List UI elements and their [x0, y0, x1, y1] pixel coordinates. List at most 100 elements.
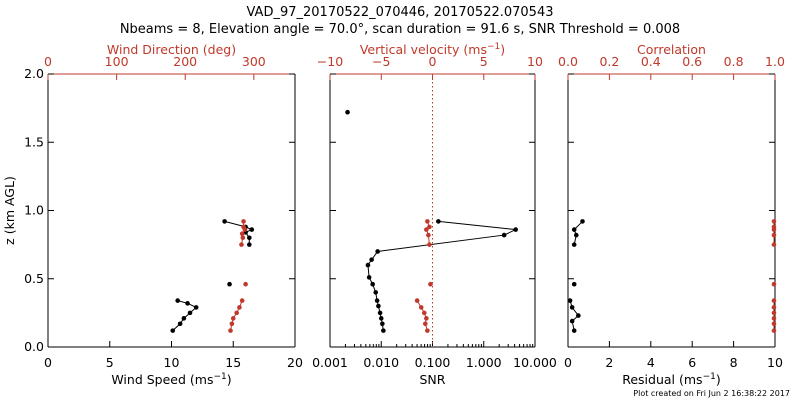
- data-point: [239, 298, 245, 303]
- data-point: [423, 321, 428, 327]
- data-point: [378, 316, 384, 321]
- data-point: [771, 310, 777, 316]
- data-point: [422, 310, 427, 316]
- series-3: [239, 219, 248, 247]
- data-point: [365, 262, 371, 268]
- x-axis-title: Wind Speed (ms−1): [111, 372, 231, 387]
- x-tick-label: 10: [164, 355, 180, 370]
- series-5: [228, 298, 245, 333]
- top-tick-label: −5: [372, 54, 390, 69]
- x-tick-label: 10: [767, 355, 783, 370]
- series-line: [416, 300, 428, 331]
- x-tick-label: 0.100: [415, 355, 451, 370]
- x-tick-label: 0.001: [312, 355, 348, 370]
- series-4: [414, 298, 430, 333]
- data-point: [571, 281, 577, 287]
- data-point: [375, 249, 380, 254]
- series-line: [573, 221, 583, 245]
- series-line: [172, 300, 198, 331]
- data-point: [239, 242, 244, 247]
- data-point: [424, 227, 429, 232]
- x-tick-label: 8: [730, 355, 738, 370]
- data-point: [193, 305, 199, 310]
- series-1: [365, 219, 518, 333]
- data-point: [428, 281, 433, 287]
- data-point: [370, 281, 375, 287]
- data-point: [569, 305, 575, 310]
- data-point: [247, 235, 252, 241]
- data-point: [239, 231, 245, 237]
- data-point: [376, 303, 381, 309]
- x-axis-title: SNR: [420, 372, 446, 387]
- data-point: [414, 298, 420, 303]
- top-tick-label: 300: [242, 54, 266, 69]
- data-point: [771, 305, 777, 310]
- data-point: [380, 321, 385, 327]
- panel-speed-direction: 0.0 0.5 1.0 1.5 2.0 z (km AGL) 0 5 10 15 20 Wind Sp…: [2, 42, 303, 387]
- data-point: [567, 298, 573, 303]
- top-axis-title: Wind Direction (deg): [107, 42, 236, 57]
- data-point: [177, 321, 183, 327]
- series-1: [571, 281, 577, 287]
- data-point: [237, 305, 242, 310]
- data-point: [418, 305, 424, 310]
- top-tick-label: 1.0: [765, 54, 785, 69]
- x-tick-label: 5: [106, 355, 114, 370]
- series-4: [243, 281, 248, 287]
- data-point: [227, 281, 232, 287]
- data-point: [513, 227, 518, 232]
- series-0: [222, 219, 255, 247]
- data-point: [374, 298, 380, 303]
- data-point: [580, 219, 585, 224]
- top-axis-title: Vertical velocity (ms−1): [360, 42, 505, 57]
- data-point: [426, 232, 431, 238]
- data-point: [222, 219, 227, 224]
- data-point: [571, 328, 577, 333]
- data-point: [241, 219, 246, 224]
- x-tick-label: 10.000: [513, 355, 557, 370]
- data-point: [501, 232, 507, 238]
- series-0: [345, 109, 350, 115]
- y-tick-label: 0.5: [24, 271, 44, 286]
- data-point: [771, 227, 777, 232]
- x-tick-label: 6: [688, 355, 696, 370]
- series-0: [571, 219, 585, 247]
- x-tick-label: 0: [564, 355, 572, 370]
- data-point: [243, 281, 248, 287]
- data-point: [771, 219, 777, 224]
- data-point: [571, 227, 577, 232]
- top-tick-label: 0: [44, 54, 52, 69]
- data-point: [573, 232, 579, 238]
- y-axis-title: z (km AGL): [2, 176, 17, 245]
- y-tick-label: 0.0: [24, 339, 44, 354]
- x-tick-label: 15: [225, 355, 241, 370]
- data-point: [771, 316, 777, 321]
- x-tick-label: 4: [647, 355, 655, 370]
- data-point: [181, 316, 187, 321]
- data-point: [381, 328, 386, 333]
- data-point: [771, 281, 777, 287]
- data-point: [771, 242, 777, 247]
- series-3: [771, 219, 777, 247]
- data-point: [249, 227, 255, 232]
- data-point: [427, 224, 432, 230]
- y-tick-label: 1.0: [24, 203, 44, 218]
- figure-title-line1: VAD_97_20170522_070446, 20170522.070543: [247, 5, 554, 20]
- data-point: [247, 242, 252, 247]
- series-2: [170, 298, 199, 333]
- x-tick-label: 2: [605, 355, 613, 370]
- data-point: [425, 328, 430, 333]
- data-point: [187, 310, 193, 316]
- data-point: [771, 328, 777, 333]
- top-tick-label: 0.4: [641, 54, 661, 69]
- top-tick-label: −10: [317, 54, 343, 69]
- data-point: [576, 313, 581, 318]
- series-2: [567, 298, 581, 333]
- data-point: [345, 109, 350, 115]
- data-point: [366, 275, 372, 280]
- series-3: [428, 281, 433, 287]
- data-point: [369, 257, 374, 262]
- y-tick-label: 1.5: [24, 134, 44, 149]
